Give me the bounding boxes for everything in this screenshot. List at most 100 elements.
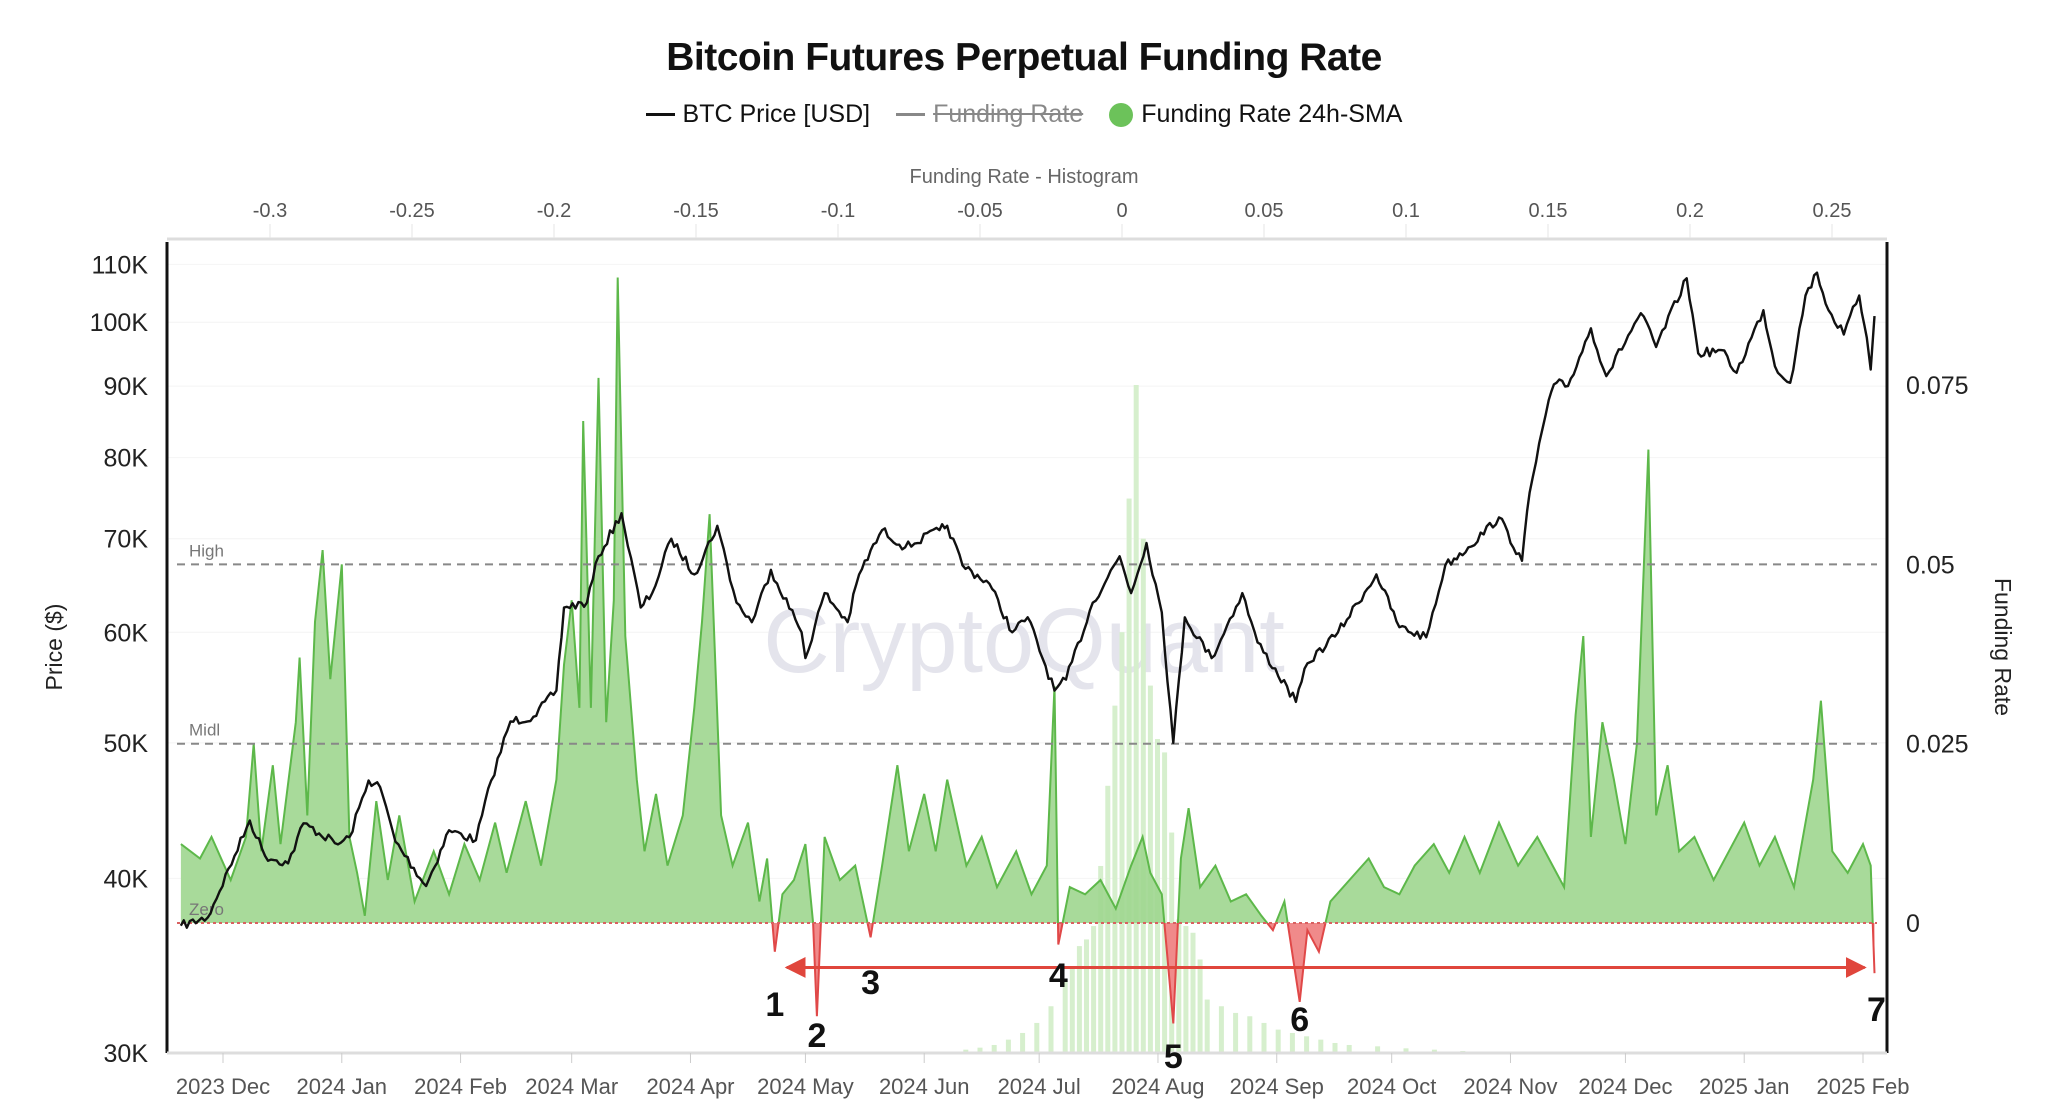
top-tick-label: -0.05 [957,200,1003,222]
histogram-bar [1403,1048,1409,1053]
y-right-tick-label: 0 [1906,910,1920,938]
histogram-bar [1375,1046,1381,1053]
y-left-tick-label: 70K [104,526,149,554]
x-tick-label: 2024 May [757,1074,854,1099]
y-left-tick-label: 100K [90,309,149,337]
histogram-bar [1183,926,1189,1053]
histogram-bar [1076,946,1082,1053]
y-left-tick-label: 30K [104,1040,149,1068]
histogram-bar [963,1049,969,1053]
legend-label: BTC Price [USD] [682,100,871,128]
y-left-tick-label: 110K [91,251,148,279]
top-tick-label: 0.1 [1392,200,1420,222]
x-tick-label: 2024 Oct [1347,1074,1436,1099]
y-left-axis-title: Price ($) [41,604,67,691]
histogram-bar [991,1044,997,1053]
y-left-tick-label: 40K [104,865,149,893]
dot-swatch-icon [1109,102,1134,127]
annotation-marker-label: 7 [1867,991,1886,1029]
histogram-bar [1126,498,1132,1053]
histogram-bar [1176,919,1182,1053]
x-tick-label: 2025 Jan [1699,1074,1790,1099]
top-tick-label: 0.05 [1245,200,1284,222]
x-tick-label: 2024 Dec [1578,1074,1672,1099]
histogram-bar [1197,959,1203,1053]
annotation-marker-label: 1 [765,986,784,1024]
y-right-tick-label: 0.075 [1906,372,1969,400]
top-tick-label: 0.2 [1676,200,1704,222]
histogram-bar [1247,1016,1253,1053]
histogram-bar [1318,1039,1324,1053]
x-tick-label: 2024 Apr [646,1074,734,1099]
top-tick-label: -0.25 [389,200,435,222]
line-swatch-icon [645,113,675,116]
histogram-bar [1289,1032,1295,1053]
legend-item-funding-sma[interactable]: Funding Rate 24h-SMA [1109,100,1402,129]
reference-line-label: High [189,541,224,560]
histogram-bar [1005,1039,1011,1053]
x-tick-label: 2025 Feb [1817,1074,1910,1099]
btc-price-line [179,271,1876,929]
y-left-tick-label: 50K [104,730,149,758]
histogram-bar [1020,1032,1026,1053]
annotation-marker-label: 5 [1164,1038,1183,1076]
x-tick-label: 2024 Sep [1230,1074,1324,1099]
top-tick-label: -0.1 [821,200,855,222]
histogram-bar [1048,1006,1054,1053]
histogram-bar [1140,538,1146,1053]
histogram-bar [1133,385,1139,1053]
y-left-tick-label: 90K [104,373,149,401]
legend-item-funding-rate[interactable]: Funding Rate [896,100,1083,129]
annotation-marker-label: 6 [1290,1001,1309,1039]
legend-label: Funding Rate [933,100,1084,128]
y-left-tick-label: 60K [104,619,149,647]
annotation-marker-label: 4 [1049,957,1068,995]
histogram-bar [1431,1049,1437,1053]
y-right-tick-label: 0.025 [1906,731,1969,759]
y-right-tick-label: 0.05 [1906,551,1955,579]
legend-label: Funding Rate 24h-SMA [1141,100,1403,128]
histogram-bar [1346,1044,1352,1053]
histogram-bar [1112,705,1118,1053]
histogram-bar [1261,1022,1267,1053]
x-tick-label: 2024 Jun [879,1074,970,1099]
top-tick-label: -0.2 [537,200,571,222]
histogram-axis-title: Funding Rate - Histogram [909,166,1139,188]
histogram-bar [1162,752,1168,1053]
histogram-bar [1119,632,1125,1053]
histogram-bar [1091,926,1097,1053]
chart-title: Bitcoin Futures Perpetual Funding Rate [666,36,1382,79]
annotation-marker-label: 3 [861,964,880,1002]
top-tick-label: -0.3 [253,200,287,222]
x-tick-label: 2024 Mar [525,1074,618,1099]
line-swatch-icon [896,113,926,116]
histogram-bar [977,1047,983,1053]
funding-positive-area [180,277,1875,923]
legend: BTC Price [USD] Funding Rate Funding Rat… [0,100,2048,129]
histogram-bar [1034,1022,1040,1053]
reference-line-label: Zero [189,900,224,919]
top-tick-label: 0.15 [1529,200,1568,222]
histogram-bar [1190,932,1196,1053]
histogram-bar [1062,979,1068,1053]
x-tick-label: 2024 Jan [297,1074,388,1099]
annotation-marker-label: 2 [807,1017,826,1055]
y-right-axis-title: Funding Rate [1990,578,2016,716]
watermark: CryptoQuant [763,590,1285,692]
histogram-bar [1275,1029,1281,1053]
x-tick-label: 2024 Feb [414,1074,507,1099]
funding-sma-line [180,277,1874,923]
top-tick-label: 0.25 [1813,200,1852,222]
histogram-bar [1332,1042,1338,1053]
histogram-bar [1218,1006,1224,1053]
x-tick-label: 2023 Dec [176,1074,270,1099]
top-tick-label: 0 [1116,200,1127,222]
histogram-bar [1204,999,1210,1053]
legend-item-btc-price[interactable]: BTC Price [USD] [645,100,871,129]
x-tick-label: 2024 Jul [998,1074,1081,1099]
x-tick-label: 2024 Nov [1463,1074,1557,1099]
histogram-bar [1069,966,1075,1053]
histogram-bar [1304,1036,1310,1053]
y-left-tick-label: 80K [104,445,149,473]
